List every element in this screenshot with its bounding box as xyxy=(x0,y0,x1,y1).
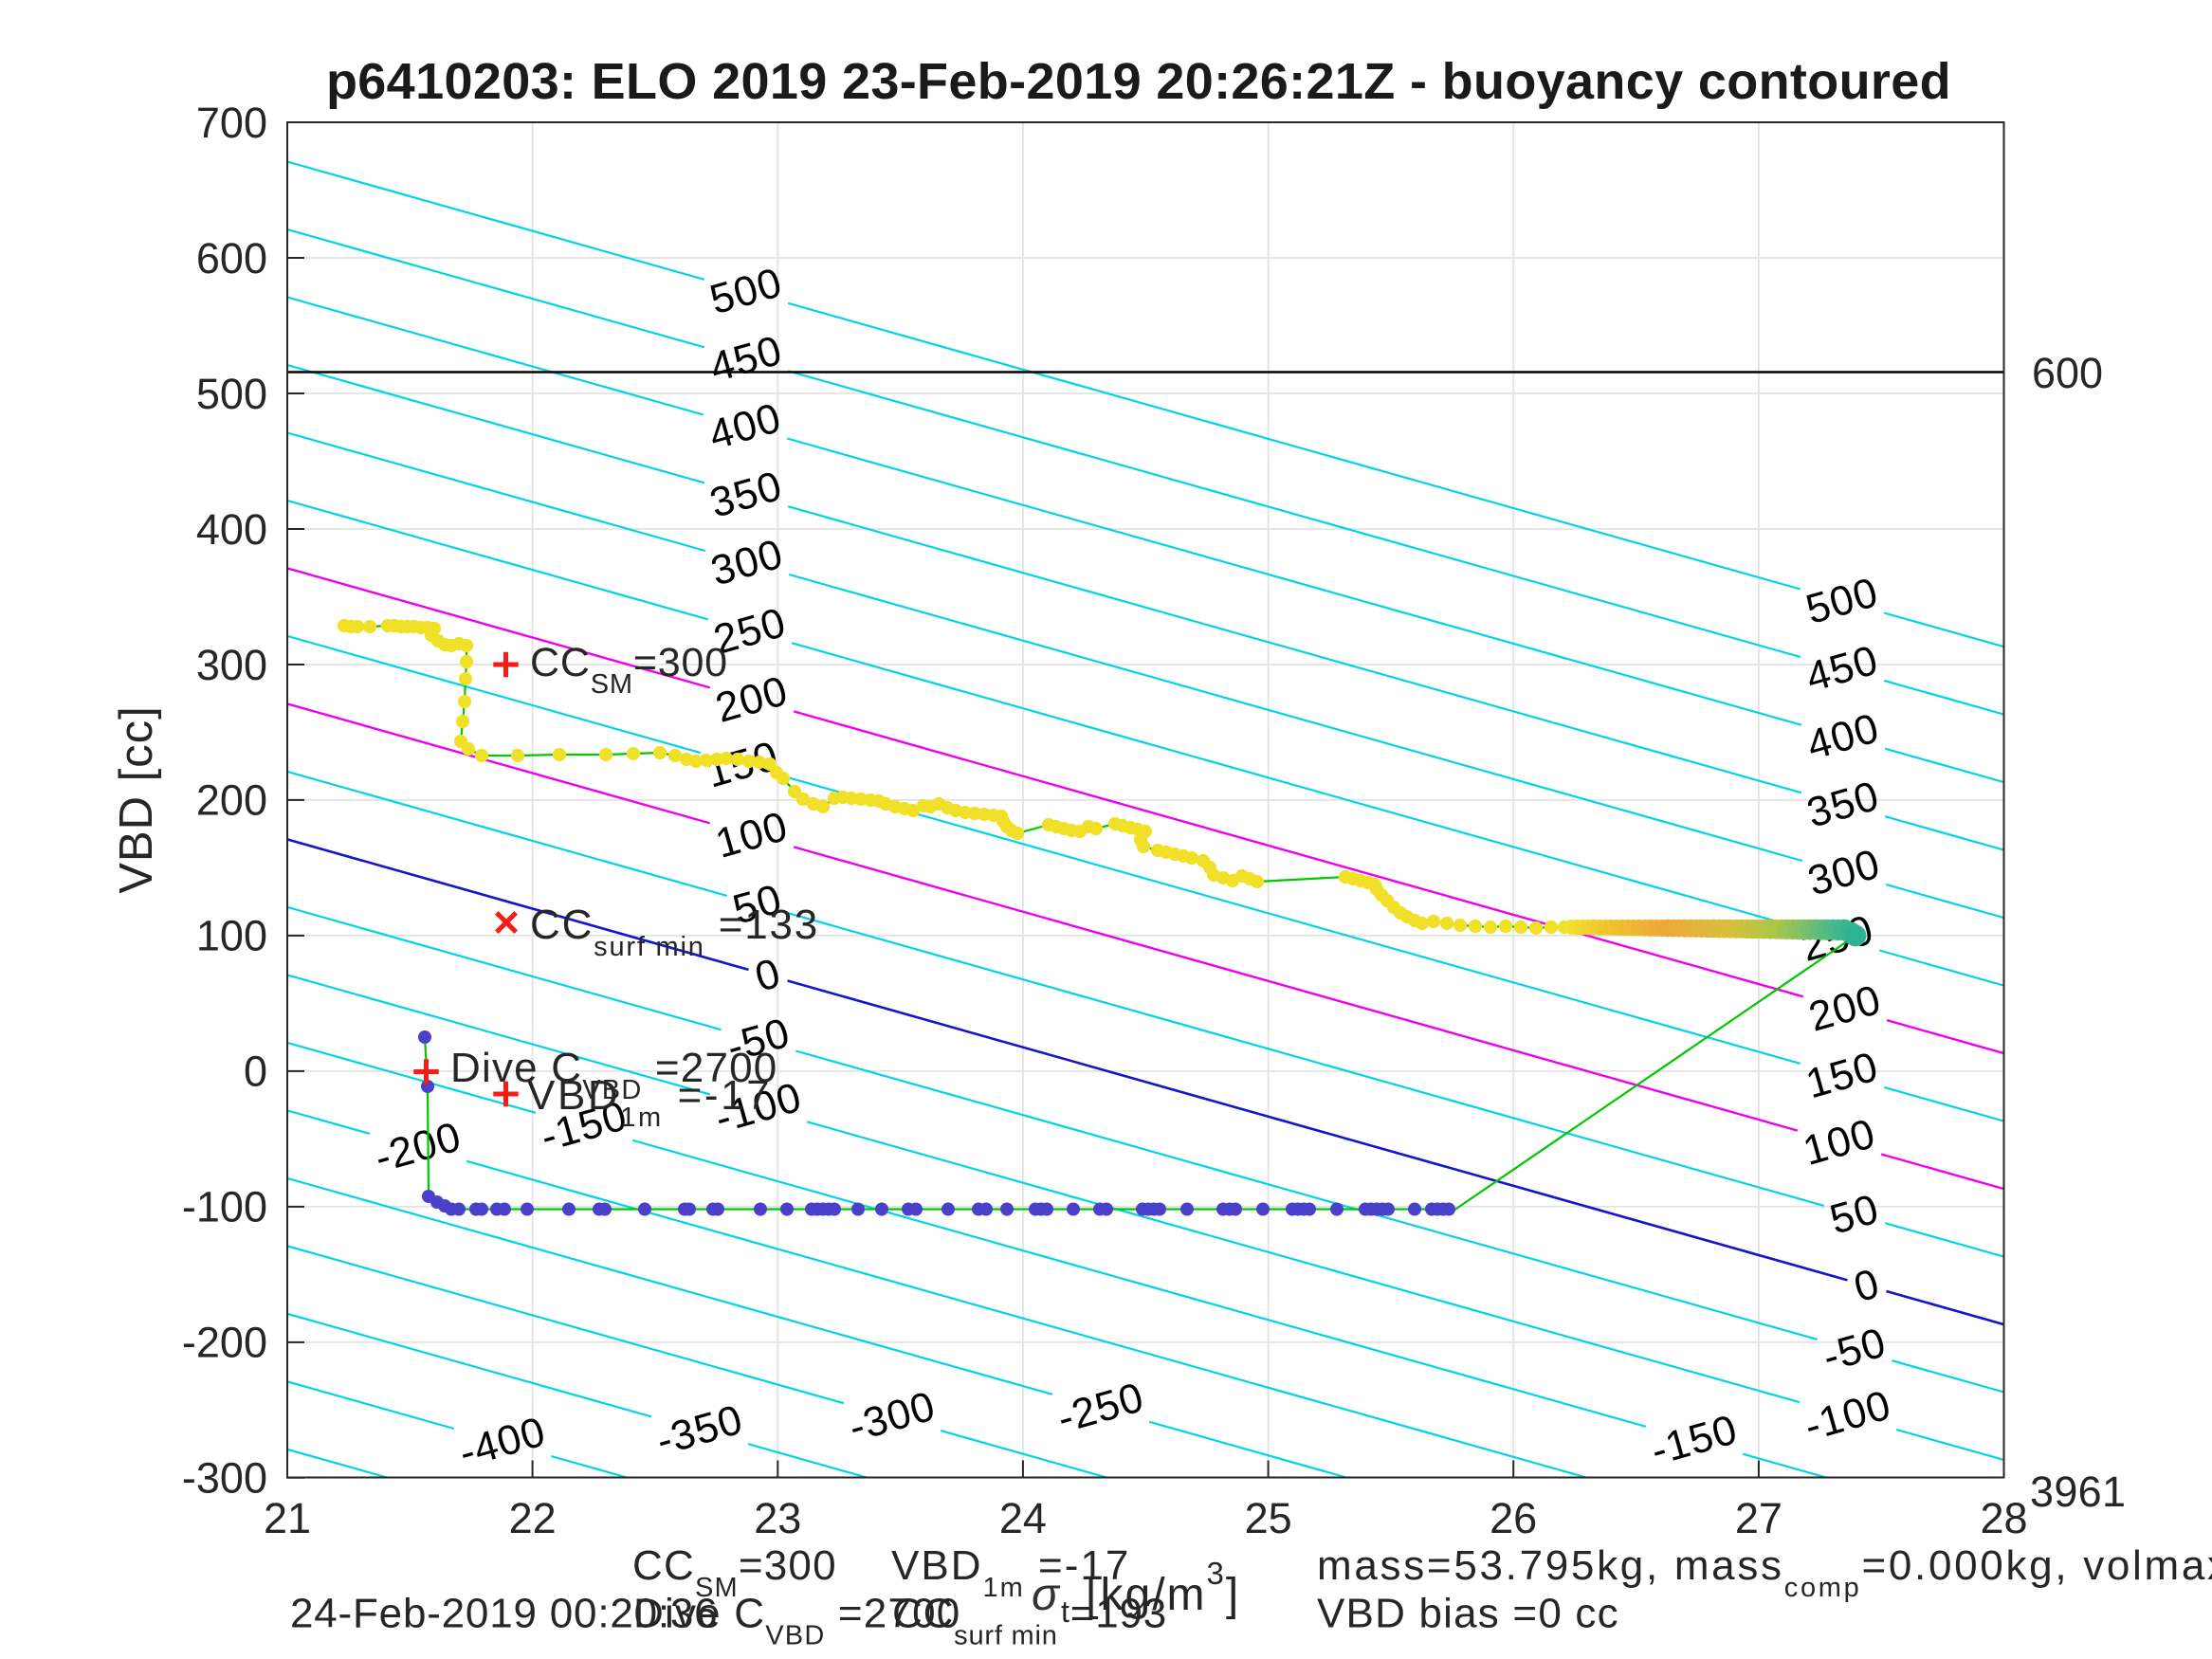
svg-text:300: 300 xyxy=(196,641,267,689)
svg-text:21: 21 xyxy=(264,1494,311,1542)
svg-text:VBD [cc]: VBD [cc] xyxy=(111,705,162,894)
svg-text:-300: -300 xyxy=(182,1454,267,1503)
svg-text:200: 200 xyxy=(196,776,267,825)
svg-text:700: 700 xyxy=(196,99,267,147)
svg-text:27: 27 xyxy=(1735,1494,1782,1542)
svg-text:600: 600 xyxy=(2032,349,2103,397)
svg-text:600: 600 xyxy=(196,234,267,283)
svg-text:23: 23 xyxy=(754,1494,801,1542)
svg-text:p6410203: ELO 2019 23-Feb-2019: p6410203: ELO 2019 23-Feb-2019 20:26:21Z… xyxy=(326,53,1951,110)
svg-text:-200: -200 xyxy=(182,1319,267,1367)
svg-text:3961: 3961 xyxy=(2030,1468,2126,1516)
svg-text:24-Feb-2019 00:20:36: 24-Feb-2019 00:20:36 xyxy=(290,1591,718,1637)
svg-text:500: 500 xyxy=(196,370,267,418)
svg-text:VBD bias =0 cc: VBD bias =0 cc xyxy=(1317,1591,1619,1637)
svg-text:400: 400 xyxy=(196,505,267,554)
svg-text:28: 28 xyxy=(1980,1494,2027,1542)
svg-text:-100: -100 xyxy=(182,1183,267,1231)
svg-text:25: 25 xyxy=(1245,1494,1292,1542)
svg-text:24: 24 xyxy=(999,1494,1047,1542)
svg-text:100: 100 xyxy=(196,912,267,960)
svg-text:26: 26 xyxy=(1490,1494,1537,1542)
svg-text:0: 0 xyxy=(244,1048,267,1096)
svg-text:22: 22 xyxy=(509,1494,557,1542)
